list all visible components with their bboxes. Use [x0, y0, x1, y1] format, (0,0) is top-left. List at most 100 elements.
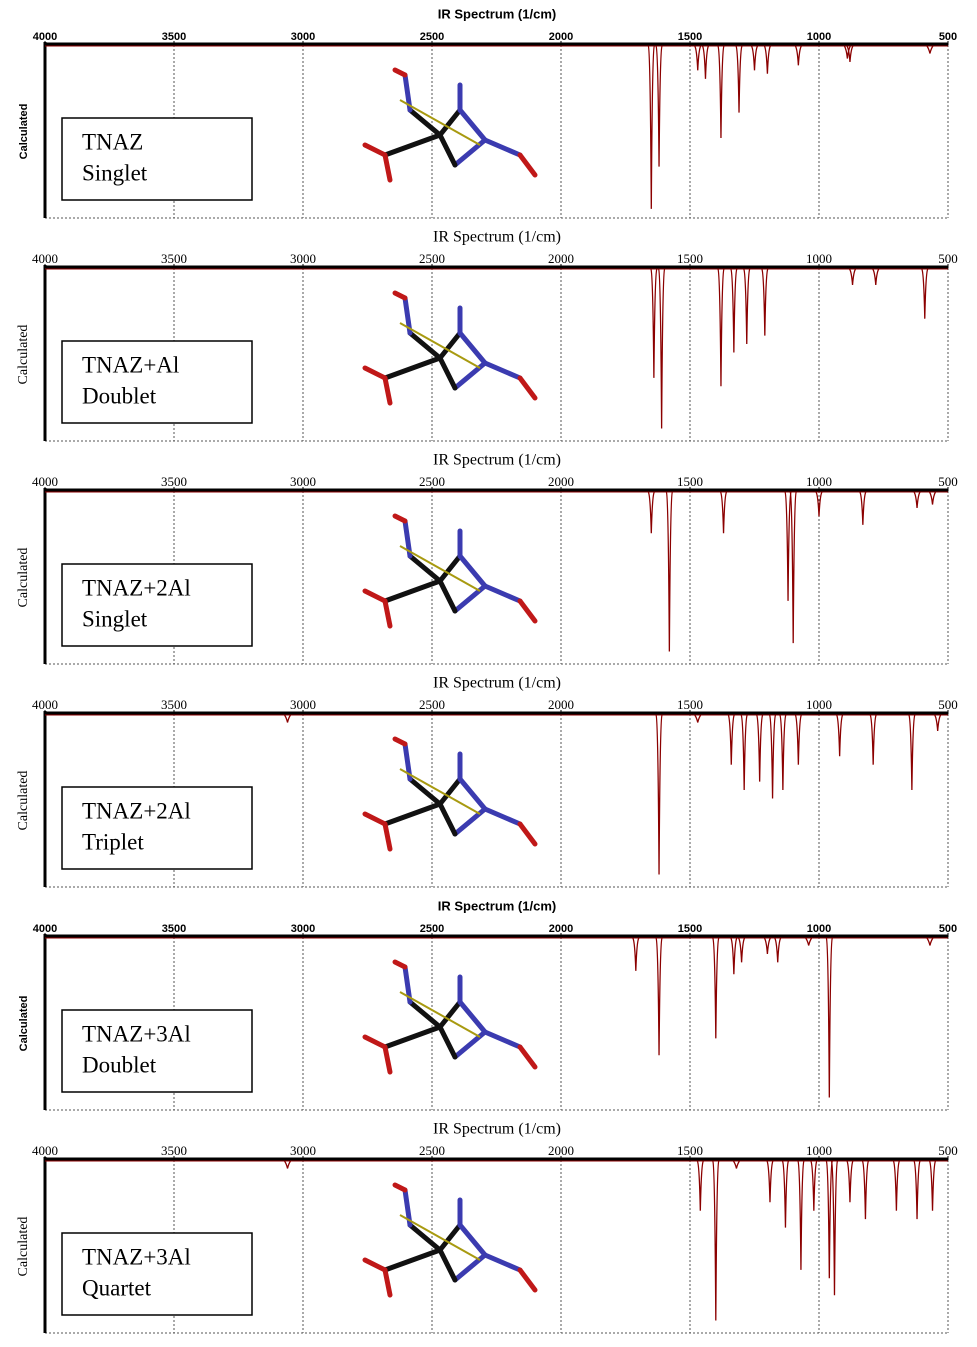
spectrum-panel: IR Spectrum (1/cm) Calculated 4000 3500 3000… — [16, 229, 958, 441]
molecule-bond — [385, 155, 390, 180]
x-tick-label: 2500 — [419, 474, 445, 489]
y-axis-label: Calculated — [18, 104, 30, 160]
peak — [930, 492, 936, 505]
molecule-bond — [520, 601, 535, 621]
molecule-label: TNAZ+2Al — [82, 575, 191, 600]
molecule-bond — [365, 591, 385, 601]
x-tick-label: 3500 — [161, 474, 187, 489]
molecule-bond — [485, 1032, 520, 1047]
peak — [752, 46, 758, 70]
peak — [744, 269, 750, 344]
panel-title: IR Spectrum (1/cm) — [433, 229, 561, 246]
peak — [909, 715, 915, 790]
y-axis-label: Calculated — [16, 548, 31, 608]
x-tick-label: 500 — [938, 697, 958, 712]
peak — [785, 492, 791, 601]
molecule-bond — [395, 1185, 405, 1190]
peak — [847, 1161, 853, 1202]
x-tick-label: 2000 — [548, 474, 574, 489]
x-tick-label: 4000 — [32, 251, 58, 266]
peak — [767, 1161, 773, 1202]
x-tick-label: 3500 — [161, 251, 187, 266]
peak — [731, 269, 737, 353]
y-axis-label: Calculated — [16, 325, 31, 385]
peak — [659, 269, 665, 429]
peak — [648, 492, 654, 533]
x-tick-label: 2000 — [548, 251, 574, 266]
y-axis-label: Calculated — [16, 771, 31, 831]
peak — [713, 938, 719, 1038]
molecule-bond — [365, 368, 385, 378]
molecule-bond — [520, 1270, 535, 1290]
x-tick-label: 1500 — [677, 474, 703, 489]
spectrum-panel: IR Spectrum (1/cm)Calculated400035003000… — [18, 6, 957, 218]
peak — [770, 715, 776, 799]
molecule-bond — [395, 516, 405, 521]
peak — [718, 46, 724, 138]
molecule-label: Triplet — [82, 829, 144, 854]
spectrum-panel: IR Spectrum (1/cm)Calculated400035003000… — [18, 898, 957, 1110]
peak — [728, 715, 734, 765]
molecule-label: TNAZ+Al — [82, 352, 179, 377]
peak — [914, 492, 920, 508]
molecule-label: Quartet — [82, 1275, 152, 1300]
molecule-bond — [520, 378, 535, 398]
molecule-bond — [455, 809, 485, 834]
peak — [862, 1161, 868, 1219]
molecule-bond — [485, 586, 520, 601]
molecule-label: TNAZ+3Al — [82, 1021, 191, 1046]
x-tick-label: 500 — [938, 1143, 958, 1158]
molecule-bond — [365, 814, 385, 824]
molecule-bond — [385, 378, 390, 403]
peak — [764, 938, 770, 954]
molecule-bond — [455, 1255, 485, 1280]
peak — [733, 1161, 739, 1168]
peak — [873, 269, 879, 285]
molecule-bond — [385, 1270, 390, 1295]
panel-title: IR Spectrum (1/cm) — [433, 452, 561, 469]
peak — [850, 269, 856, 285]
peak — [790, 492, 796, 643]
peak — [826, 1161, 832, 1278]
peak — [860, 492, 866, 525]
peak — [837, 715, 843, 756]
molecule-bond — [485, 809, 520, 824]
x-tick-label: 2500 — [419, 1143, 445, 1158]
peak — [633, 938, 639, 971]
panel-title: IR Spectrum (1/cm) — [438, 6, 556, 21]
molecule-bond — [365, 145, 385, 155]
x-tick-label: 4000 — [32, 697, 58, 712]
peak — [695, 46, 701, 70]
peak — [922, 269, 928, 319]
peak — [826, 938, 832, 1098]
peak — [656, 46, 662, 167]
peak — [718, 269, 724, 386]
peak — [741, 715, 747, 790]
peak — [914, 1161, 920, 1219]
peak — [798, 1161, 804, 1270]
molecule-bond — [455, 140, 485, 165]
molecule-bond — [455, 586, 485, 611]
peak — [285, 715, 291, 722]
peak — [762, 269, 768, 336]
molecule-bond — [385, 1047, 390, 1072]
molecule-bond — [385, 824, 390, 849]
molecule-label: TNAZ — [82, 129, 143, 154]
peak — [930, 1161, 936, 1211]
molecule-bond — [520, 1047, 535, 1067]
peak — [285, 1161, 291, 1168]
molecule-bond — [395, 70, 405, 75]
molecule-bond — [440, 135, 455, 165]
x-tick-label: 3000 — [290, 251, 316, 266]
peak — [927, 46, 933, 53]
figure: IR Spectrum (1/cm) Calculated 4000 3500 3000… — [0, 0, 977, 1342]
peak — [739, 938, 745, 962]
molecule-label: Doublet — [82, 1052, 157, 1077]
peak — [648, 46, 654, 209]
peak — [697, 1161, 703, 1211]
x-tick-label: 2500 — [419, 251, 445, 266]
peak — [935, 715, 941, 731]
x-tick-label: 3500 — [161, 1143, 187, 1158]
molecule-bond — [395, 962, 405, 967]
